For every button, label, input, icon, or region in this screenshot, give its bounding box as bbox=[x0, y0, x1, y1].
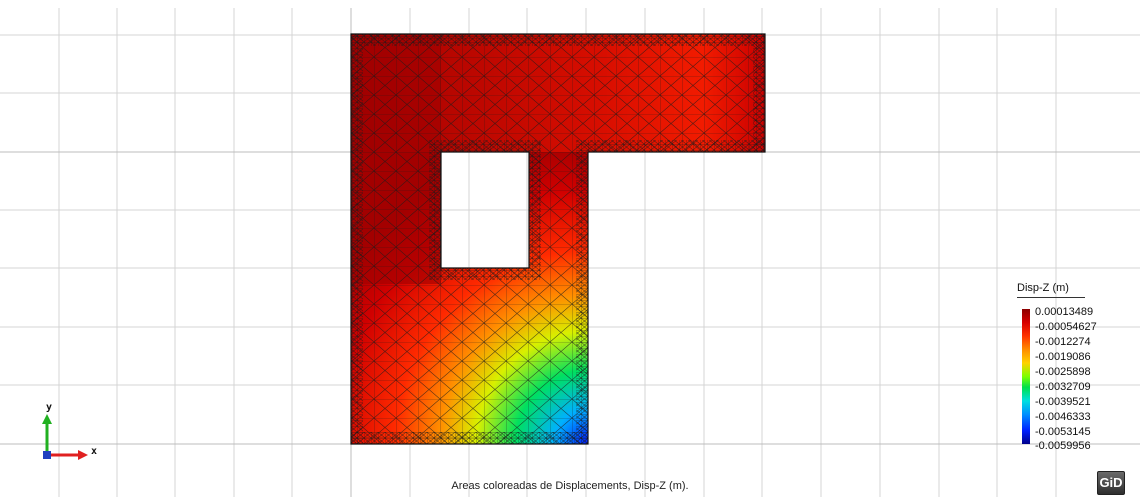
legend-divider bbox=[1017, 297, 1085, 298]
legend-value: -0.0053145 bbox=[1035, 426, 1091, 438]
legend-value: -0.0059956 bbox=[1035, 440, 1091, 452]
axes-triad bbox=[42, 414, 88, 460]
legend-color-bar bbox=[1022, 309, 1030, 444]
legend-value: -0.0046333 bbox=[1035, 411, 1091, 423]
color-legend: Disp-Z (m) 0.00013489 -0.00054627 -0.001… bbox=[1016, 282, 1136, 452]
model-outline bbox=[350, 33, 766, 445]
y-axis-label: y bbox=[46, 402, 53, 413]
legend-value: 0.00013489 bbox=[1035, 306, 1094, 318]
legend-value: -0.0039521 bbox=[1035, 396, 1091, 408]
x-axis-label: x bbox=[91, 446, 98, 457]
legend-value: -0.00054627 bbox=[1035, 321, 1097, 333]
legend-value: -0.0019086 bbox=[1035, 351, 1091, 363]
legend-value: -0.0032709 bbox=[1035, 381, 1091, 393]
legend-value: -0.0012274 bbox=[1035, 336, 1091, 348]
gid-logo: GiD bbox=[1097, 471, 1125, 495]
result-caption: Areas coloreadas de Displacements, Disp-… bbox=[451, 480, 689, 492]
legend-value: -0.0025898 bbox=[1035, 366, 1091, 378]
legend-title: Disp-Z (m) bbox=[1017, 282, 1069, 294]
contour-surface[interactable] bbox=[351, 34, 765, 444]
